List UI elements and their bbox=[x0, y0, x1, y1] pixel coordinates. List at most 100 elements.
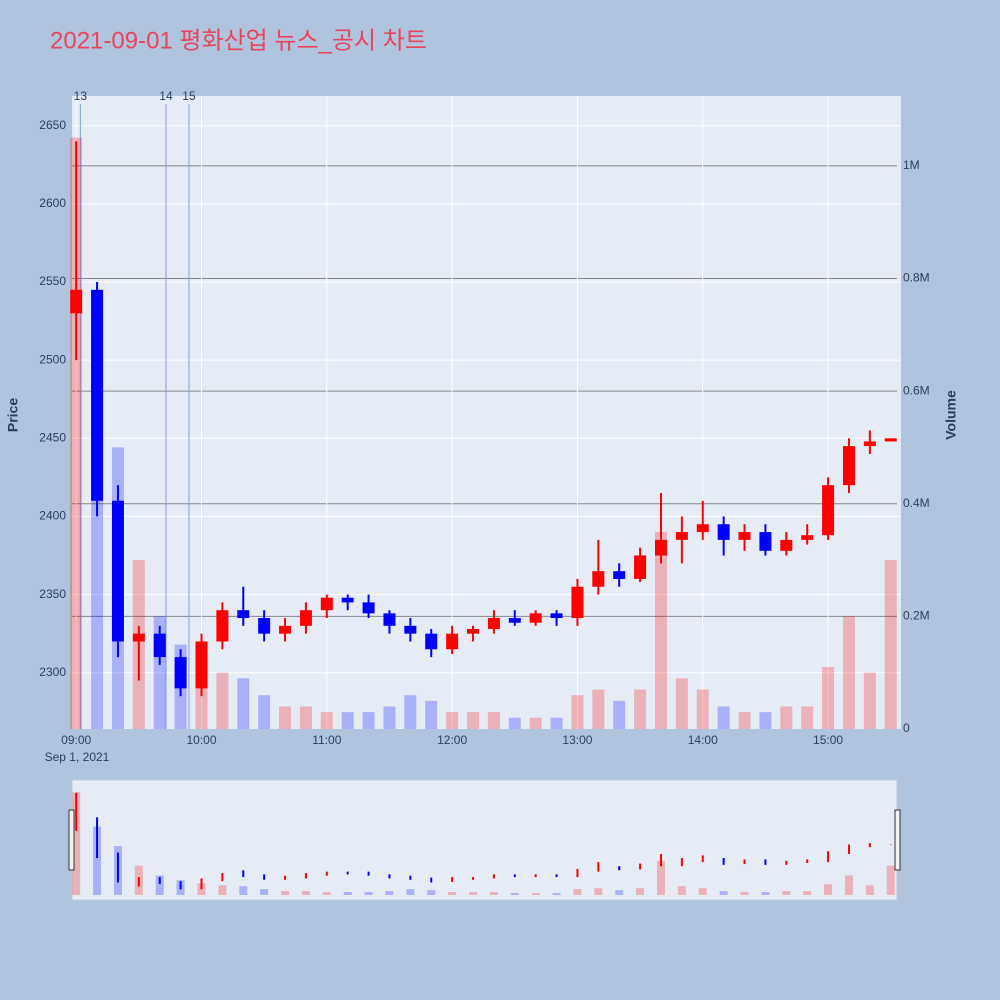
candle-body bbox=[842, 446, 855, 486]
volume-bar bbox=[320, 712, 333, 729]
chart-title: 2021-09-01 평화산업 뉴스_공시 차트 bbox=[50, 27, 427, 54]
y-tick-label: 2600 bbox=[39, 196, 66, 210]
volume-bar bbox=[383, 706, 396, 729]
range-slider[interactable] bbox=[71, 779, 898, 901]
candle-body bbox=[174, 657, 187, 689]
candle-body bbox=[487, 618, 500, 629]
y-tick-label: 2550 bbox=[39, 274, 66, 288]
volume-bar bbox=[822, 667, 835, 729]
volume-bar bbox=[738, 712, 751, 729]
slider-volume-bar bbox=[677, 886, 686, 895]
volume-bar bbox=[780, 706, 793, 729]
slider-volume-bar bbox=[636, 888, 645, 895]
volume-bar bbox=[404, 695, 417, 729]
slider-volume-bar bbox=[385, 891, 394, 895]
candle-body bbox=[237, 610, 250, 619]
y2-tick-label: 0 bbox=[903, 721, 910, 735]
candle-body bbox=[592, 571, 605, 587]
candle-body bbox=[404, 625, 417, 634]
candle-body bbox=[801, 535, 814, 540]
slider-volume-bar bbox=[803, 891, 812, 895]
slider-volume-bar bbox=[865, 885, 874, 895]
volume-bar bbox=[759, 712, 772, 729]
candle-body bbox=[571, 586, 584, 619]
slider-volume-bar bbox=[698, 888, 707, 895]
slider-volume-bar bbox=[573, 889, 582, 895]
y2-tick-label: 0.8M bbox=[903, 271, 930, 285]
volume-bar bbox=[801, 706, 814, 729]
volume-bar bbox=[654, 531, 667, 729]
x-tick-label: 13:00 bbox=[562, 733, 592, 747]
x-tick-label: 11:00 bbox=[312, 733, 341, 747]
volume-bar bbox=[279, 706, 292, 729]
candle-body bbox=[320, 597, 333, 611]
slider-volume-bar bbox=[615, 890, 624, 895]
candle-body bbox=[91, 289, 104, 501]
volume-bar bbox=[529, 717, 542, 729]
candle-body bbox=[654, 539, 667, 556]
x-tick-label: 14:00 bbox=[688, 733, 718, 747]
volume-bar bbox=[467, 712, 480, 729]
volume-bar bbox=[216, 672, 229, 729]
candle-body bbox=[383, 613, 396, 626]
candle-body bbox=[508, 618, 521, 623]
y-tick-label: 2500 bbox=[39, 352, 66, 366]
volume-bar bbox=[425, 700, 438, 729]
x-tick-label: 15:00 bbox=[813, 733, 843, 747]
slider-volume-bar bbox=[594, 888, 603, 895]
volume-bar bbox=[592, 689, 605, 729]
volume-bar bbox=[362, 712, 375, 729]
candle-body bbox=[759, 532, 772, 551]
slider-volume-bar bbox=[427, 890, 436, 895]
slider-volume-bar bbox=[740, 892, 749, 895]
candle-body bbox=[634, 555, 647, 579]
slider-volume-bar bbox=[72, 792, 81, 895]
slider-volume-bar bbox=[824, 884, 833, 895]
candle-body bbox=[780, 539, 793, 551]
candle-body bbox=[111, 500, 124, 642]
y-tick-label: 2300 bbox=[39, 665, 66, 679]
slider-volume-bar bbox=[260, 889, 269, 895]
volume-bar bbox=[884, 560, 897, 729]
candle-body bbox=[529, 613, 542, 623]
slider-volume-bar bbox=[406, 889, 415, 895]
candle-body bbox=[675, 532, 688, 540]
volume-bar bbox=[70, 137, 83, 729]
slider-volume-bar bbox=[761, 892, 770, 895]
candle-body bbox=[446, 633, 459, 650]
volume-bar bbox=[863, 672, 876, 729]
candle-body bbox=[425, 633, 438, 650]
candle-body bbox=[822, 485, 835, 536]
y-tick-label: 2350 bbox=[39, 587, 66, 601]
x-tick-label: 09:00 bbox=[61, 733, 91, 747]
slider-volume-bar bbox=[531, 893, 540, 895]
volume-bar bbox=[613, 700, 626, 729]
y2-tick-label: 0.6M bbox=[903, 383, 930, 397]
slider-volume-bar bbox=[364, 892, 373, 895]
slider-volume-bar bbox=[93, 826, 102, 895]
y-tick-label: 2650 bbox=[39, 118, 66, 132]
slider-volume-bar bbox=[552, 893, 561, 895]
volume-bar bbox=[675, 678, 688, 729]
slider-volume-bar bbox=[510, 893, 519, 895]
volume-bar bbox=[299, 706, 312, 729]
slider-volume-bar bbox=[281, 891, 290, 895]
slider-volume-bar bbox=[844, 875, 853, 895]
volume-bar bbox=[842, 616, 855, 729]
volume-bar bbox=[237, 678, 250, 729]
volume-bar bbox=[550, 717, 563, 729]
candle-body bbox=[70, 289, 83, 314]
volume-bar bbox=[258, 695, 271, 729]
slider-volume-bar bbox=[448, 892, 457, 895]
y2-tick-label: 0.2M bbox=[903, 609, 930, 623]
slider-volume-bar bbox=[301, 891, 310, 895]
volume-bar bbox=[696, 689, 709, 729]
slider-handle-left[interactable] bbox=[68, 809, 75, 871]
candle-body bbox=[341, 597, 354, 603]
slider-volume-bar bbox=[155, 875, 164, 895]
slider-handle-right[interactable] bbox=[894, 809, 901, 871]
candle-body bbox=[132, 633, 145, 642]
candle-body bbox=[550, 613, 563, 619]
candle-body bbox=[299, 610, 312, 626]
